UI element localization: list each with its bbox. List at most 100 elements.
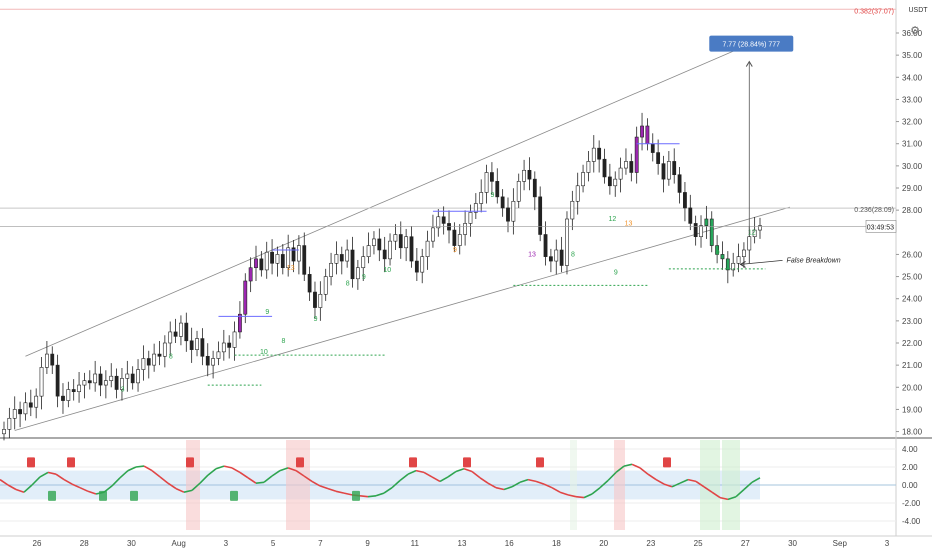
time-tick-label: 3 xyxy=(885,539,890,548)
currency-label[interactable]: USDT xyxy=(908,7,928,14)
candle-body xyxy=(109,375,114,381)
osc-line-segment xyxy=(407,469,417,475)
osc-line-segment xyxy=(31,476,41,486)
candle-body xyxy=(189,340,194,350)
candle-body xyxy=(44,353,49,368)
candle-body xyxy=(377,238,382,251)
candle-body xyxy=(452,229,457,246)
candle-body xyxy=(12,409,17,419)
candle-body xyxy=(125,373,130,379)
osc-line-segment xyxy=(375,492,385,497)
time-tick-label: Aug xyxy=(172,539,186,548)
candle-body xyxy=(162,342,167,357)
last-price-box xyxy=(865,220,897,233)
osc-line-segment xyxy=(327,487,337,493)
price-tick-label: 33.00 xyxy=(902,95,923,104)
td-count-label: 13 xyxy=(528,252,536,259)
td-count-label: 13 xyxy=(287,265,295,272)
oscillator-panel xyxy=(0,440,896,530)
candle-body xyxy=(575,185,580,202)
td-count-label: 12 xyxy=(609,216,617,223)
candle-body xyxy=(87,380,92,384)
candle-body xyxy=(699,225,703,238)
price-tick-label: 19.00 xyxy=(902,405,923,414)
sequential-markers: 9 10 9 8 9 10 13 13 9 8 12 13 9 9 12 8 3 9 8 xyxy=(121,143,766,394)
candle-body xyxy=(538,196,543,235)
osc-line-segment xyxy=(431,476,441,483)
osc-line-segment xyxy=(511,481,521,488)
osc-line-segment xyxy=(47,471,57,475)
candle-body xyxy=(624,161,628,169)
candle-body xyxy=(720,254,725,260)
osc-line-segment xyxy=(311,480,321,487)
candle-body xyxy=(259,258,264,271)
osc-line-segment xyxy=(543,483,553,489)
candle-body xyxy=(168,331,173,344)
osc-tick-label: 0.00 xyxy=(902,481,918,490)
td-count-label: 9 xyxy=(314,316,318,323)
osc-line-segment xyxy=(695,480,705,488)
candle-body xyxy=(82,380,87,386)
osc-line-segment xyxy=(247,477,257,484)
candle-body xyxy=(243,280,248,315)
buy-signal-marker xyxy=(230,490,238,501)
osc-line-segment xyxy=(727,495,737,501)
time-tick-label: 20 xyxy=(599,539,608,548)
osc-line-segment xyxy=(383,487,393,494)
price-tick-label: 29.00 xyxy=(902,184,923,193)
candle-body xyxy=(463,223,468,235)
candle-body xyxy=(307,274,312,293)
price-tick-label: 24.00 xyxy=(902,295,923,304)
annotation-arrowhead xyxy=(739,260,746,268)
candle-body xyxy=(731,262,736,271)
osc-line-segment xyxy=(119,470,129,479)
osc-line-segment xyxy=(671,482,681,488)
td-count-label: 9 xyxy=(453,247,457,254)
sell-signal-marker xyxy=(409,457,417,468)
candle-body xyxy=(597,147,602,160)
td-count-label: 13 xyxy=(625,221,633,228)
price-tick-label: 34.00 xyxy=(902,73,923,82)
candle-body xyxy=(355,267,360,280)
candle-body xyxy=(629,161,634,173)
osc-line-segment xyxy=(487,482,497,489)
candle-body xyxy=(479,192,484,204)
drawings: 03:49:53 7.77 (28.84%) 777 False Breakdown xyxy=(0,35,897,268)
candle-body xyxy=(559,249,564,266)
sell-signal-marker xyxy=(186,457,194,468)
osc-line-segment xyxy=(599,479,609,489)
candle-body xyxy=(66,389,71,401)
osc-line-segment xyxy=(303,475,313,483)
candle-body xyxy=(468,212,473,224)
candle-body xyxy=(409,236,414,262)
candle-body xyxy=(404,236,409,249)
candle-body xyxy=(704,218,709,226)
time-tick-label: 13 xyxy=(458,539,467,548)
time-tick-label: 30 xyxy=(788,539,797,548)
gear-icon[interactable]: ⚙ xyxy=(910,25,920,37)
candle-body xyxy=(661,163,666,180)
osc-line-segment xyxy=(287,467,297,472)
osc-line-segment xyxy=(71,483,81,489)
candle-body xyxy=(677,174,682,193)
candle-body xyxy=(313,291,317,308)
candle-body xyxy=(7,417,12,430)
osc-line-segment xyxy=(207,468,217,476)
candle-body xyxy=(216,351,221,359)
candle-body xyxy=(28,402,33,408)
candle-body xyxy=(672,161,677,176)
candle-body xyxy=(130,373,135,384)
td-count-label: 10 xyxy=(260,349,268,356)
buy-signal-marker xyxy=(130,490,138,501)
osc-line-segment xyxy=(527,478,537,483)
time-tick-label: 7 xyxy=(318,539,323,548)
osc-line-segment xyxy=(639,467,649,475)
td-count-label: 9 xyxy=(362,274,366,281)
candle-body xyxy=(683,192,687,209)
candle-body xyxy=(211,358,216,366)
osc-line-segment xyxy=(559,491,569,496)
osc-line-segment xyxy=(415,469,425,474)
candle-body xyxy=(554,249,559,262)
osc-line-segment xyxy=(159,476,169,484)
